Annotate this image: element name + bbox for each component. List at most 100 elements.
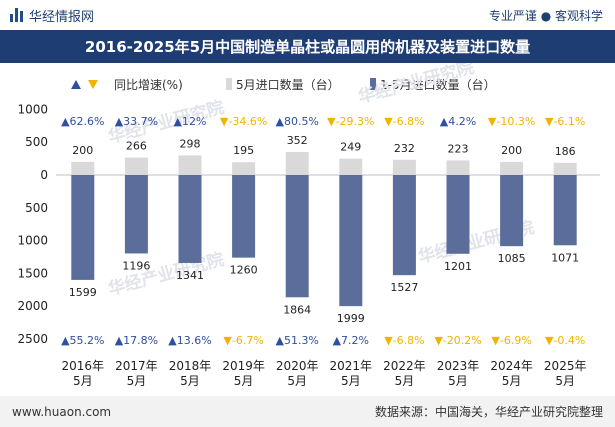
- x-tick-label: 2018年 5月: [169, 359, 212, 388]
- month-bar: [232, 162, 256, 175]
- month-growth-label: ▼-6.8%: [384, 115, 424, 128]
- x-tick-label: 2024年 5月: [490, 359, 533, 388]
- cumulative-bar: [553, 175, 577, 246]
- y-tick-label: 2000: [17, 299, 48, 313]
- x-tick-label: 2016年 5月: [62, 359, 105, 388]
- cumulative-growth-label: ▼-20.2%: [434, 334, 481, 347]
- legend-down-triangle-icon: [88, 80, 98, 89]
- x-axis: 2016年 5月 2017年 5月 2018年 5月 2019年 5月 2020年 5月 2021年…: [62, 359, 587, 388]
- month-value-label: 195: [233, 144, 254, 157]
- month-growth-label: ▲62.6%: [61, 115, 104, 128]
- cumulative-value-label: 1599: [69, 286, 97, 299]
- legend-up-triangle-icon: [71, 80, 81, 89]
- site-url[interactable]: www.huaon.com: [12, 404, 112, 419]
- cumulative-growth-label: ▲13.6%: [168, 334, 211, 347]
- month-bar: [178, 155, 202, 175]
- cumulative-growth-label: ▲51.3%: [275, 334, 318, 347]
- y-tick-label: 500: [25, 201, 48, 215]
- month-value-label: 249: [340, 141, 361, 154]
- legend-month-swatch: [226, 78, 232, 90]
- month-bar: [285, 151, 309, 175]
- cumulative-value-label: 1085: [498, 252, 526, 265]
- month-value-label: 223: [448, 142, 469, 155]
- month-bar: [500, 161, 524, 175]
- month-bar: [124, 157, 148, 175]
- cumulative-value-label: 1999: [337, 312, 365, 325]
- cumulative-value-label: 1260: [230, 264, 258, 277]
- month-value-label: 352: [287, 134, 308, 147]
- month-bar: [446, 160, 470, 175]
- cumulative-value-label: 1341: [176, 269, 204, 282]
- x-tick-label: 2019年 5月: [222, 359, 265, 388]
- site-name: 华经情报网: [29, 9, 95, 25]
- x-tick-label: 2017年 5月: [115, 359, 158, 388]
- month-value-label: 200: [501, 144, 522, 157]
- chart-area: 同比增速(%) 5月进口数量（台） 1-5月进口数量（台） 华经产业研究院华经产…: [17, 63, 600, 388]
- x-tick-label: 2021年 5月: [330, 359, 373, 388]
- month-value-label: 266: [126, 140, 147, 153]
- month-value-label: 186: [555, 145, 576, 158]
- month-value-label: 298: [180, 137, 201, 150]
- cumulative-bar: [232, 175, 256, 258]
- cumulative-bar: [500, 175, 524, 247]
- y-tick-label: 1000: [17, 102, 48, 116]
- cumulative-value-label: 1527: [390, 281, 418, 294]
- tagline: 专业严谨 ● 客观科学: [488, 8, 603, 23]
- data-source: 数据来源：中国海关，华经产业研究院整理: [374, 405, 603, 419]
- y-tick-label: 1000: [17, 234, 48, 248]
- month-bar: [339, 158, 363, 175]
- cumulative-bar: [124, 175, 148, 254]
- x-tick-label: 2023年 5月: [437, 359, 480, 388]
- legend-month-label: 5月进口数量（台）: [236, 77, 340, 92]
- month-growth-label: ▼-10.3%: [488, 115, 535, 128]
- x-tick-label: 2022年 5月: [383, 359, 426, 388]
- month-bar: [71, 161, 95, 175]
- month-growth-label: ▲4.2%: [440, 115, 476, 128]
- legend-cumulative-swatch: [370, 78, 376, 90]
- cumulative-bar: [392, 175, 416, 276]
- cumulative-value-label: 1196: [122, 259, 150, 272]
- bar-chart-logo-icon: [10, 8, 23, 22]
- y-tick-label: 1500: [17, 266, 48, 280]
- cumulative-bar: [178, 175, 202, 263]
- y-tick-label: 500: [25, 135, 48, 149]
- cumulative-bar: [446, 175, 470, 254]
- cumulative-growth-label: ▲7.2%: [333, 334, 369, 347]
- cumulative-bar: [71, 175, 95, 280]
- cumulative-bar: [285, 175, 309, 298]
- month-growth-label: ▲33.7%: [115, 115, 158, 128]
- month-bar: [553, 162, 577, 175]
- cumulative-bar: [339, 175, 363, 307]
- cumulative-value-label: 1864: [283, 303, 311, 316]
- chart-title: 2016-2025年5月中国制造单晶柱或晶圆用的机器及装置进口数量: [0, 30, 615, 63]
- cumulative-growth-label: ▼-6.8%: [384, 334, 424, 347]
- cumulative-value-label: 1201: [444, 260, 472, 273]
- cumulative-growth-label: ▲17.8%: [115, 334, 158, 347]
- month-growth-label: ▼-29.3%: [327, 115, 374, 128]
- month-value-label: 232: [394, 142, 415, 155]
- month-growth-label: ▼-34.6%: [220, 115, 267, 128]
- cumulative-growth-label: ▼-6.9%: [491, 334, 531, 347]
- x-tick-label: 2025年 5月: [544, 359, 587, 388]
- footer-bar: www.huaon.com 数据来源：中国海关，华经产业研究院整理: [0, 396, 615, 427]
- cumulative-value-label: 1071: [551, 251, 579, 264]
- month-growth-label: ▲12%: [174, 115, 207, 128]
- cumulative-growth-label: ▲55.2%: [61, 334, 104, 347]
- brand[interactable]: 华经情报网: [10, 6, 94, 25]
- month-growth-label: ▼-6.1%: [545, 115, 585, 128]
- month-value-label: 200: [72, 144, 93, 157]
- data-labels: 200 1599 ▲62.6% ▲55.2% 266 1196 ▲33.7% ▲17.8% 29…: [61, 115, 585, 347]
- top-bar: 华经情报网 专业严谨 ● 客观科学: [0, 0, 615, 30]
- legend-cumulative-label: 1-5月进口数量（台）: [380, 77, 496, 92]
- bars: [71, 151, 577, 307]
- x-tick-label: 2020年 5月: [276, 359, 319, 388]
- cumulative-growth-label: ▼-6.7%: [223, 334, 263, 347]
- cumulative-growth-label: ▼-0.4%: [545, 334, 585, 347]
- legend: 同比增速(%) 5月进口数量（台） 1-5月进口数量（台）: [71, 77, 496, 92]
- y-tick-label: 2500: [17, 332, 48, 346]
- watermark-text: 华经产业研究院: [106, 249, 226, 300]
- legend-growth-label: 同比增速(%): [114, 78, 183, 92]
- y-tick-label: 0: [40, 168, 48, 182]
- month-growth-label: ▲80.5%: [275, 115, 318, 128]
- month-bar: [392, 159, 416, 175]
